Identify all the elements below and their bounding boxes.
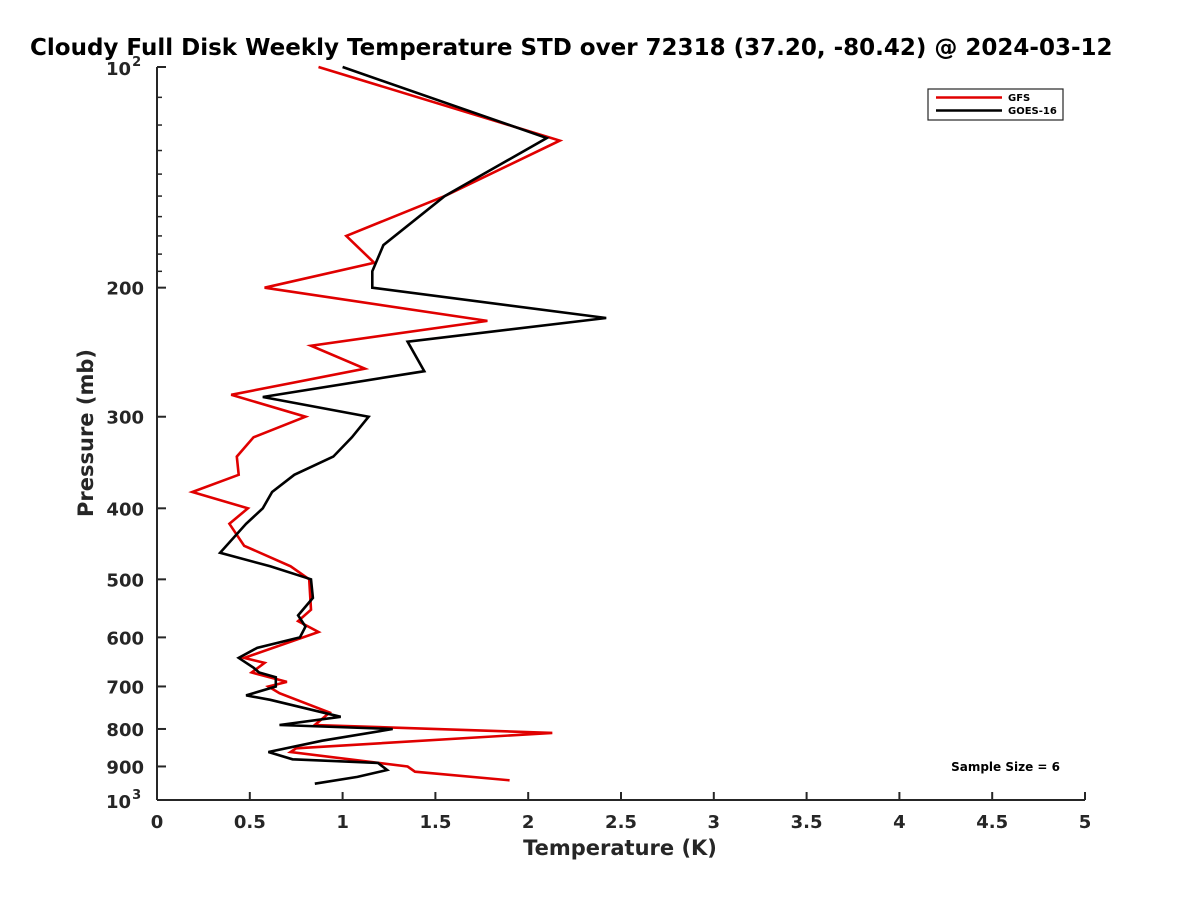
y-tick-label: 800: [106, 720, 144, 741]
legend-label-gfs: GFS: [1008, 93, 1030, 104]
y-tick-label: 600: [106, 628, 144, 649]
x-tick-label: 3.5: [791, 812, 823, 833]
y-tick-label: 200: [106, 279, 144, 300]
y-axis-label: Pressure (mb): [74, 349, 98, 517]
y-tick-label: 400: [106, 499, 144, 520]
y-tick-label: 700: [106, 677, 144, 698]
y-tick-label: 900: [106, 757, 144, 778]
y-tick-label: 500: [106, 570, 144, 591]
legend-label-goes16: GOES-16: [1008, 106, 1057, 117]
plot-area: [188, 65, 607, 785]
series-line-gfs: [188, 65, 564, 782]
x-tick-label: 4: [893, 812, 906, 833]
x-tick-label: 2: [522, 812, 535, 833]
series-line-goes-16: [217, 65, 607, 785]
x-axis-label: Temperature (K): [523, 836, 717, 860]
y-tick-label-top: 102: [106, 55, 141, 80]
legend: GFS GOES-16: [927, 88, 1064, 121]
y-tick-label-bottom: 103: [106, 788, 141, 813]
x-tick-label: 1.5: [419, 812, 451, 833]
y-tick-label: 300: [106, 408, 144, 429]
y-axis-ticks: 200 300 400 500 600 700 800 900: [106, 66, 166, 801]
legend-box: [927, 88, 1064, 121]
x-tick-label: 3: [708, 812, 721, 833]
x-tick-label: 2.5: [605, 812, 637, 833]
x-tick-label: 0: [151, 812, 164, 833]
x-tick-label: 5: [1079, 812, 1092, 833]
x-tick-label: 4.5: [976, 812, 1008, 833]
x-tick-label: 0.5: [234, 812, 266, 833]
x-tick-label: 1: [336, 812, 349, 833]
x-axis-ticks: 0 0.5 1 1.5 2 2.5 3 3.5 4 4.5 5: [151, 792, 1092, 833]
chart-title: Cloudy Full Disk Weekly Temperature STD …: [30, 35, 1113, 61]
sample-size-annotation: Sample Size = 6: [951, 760, 1060, 774]
